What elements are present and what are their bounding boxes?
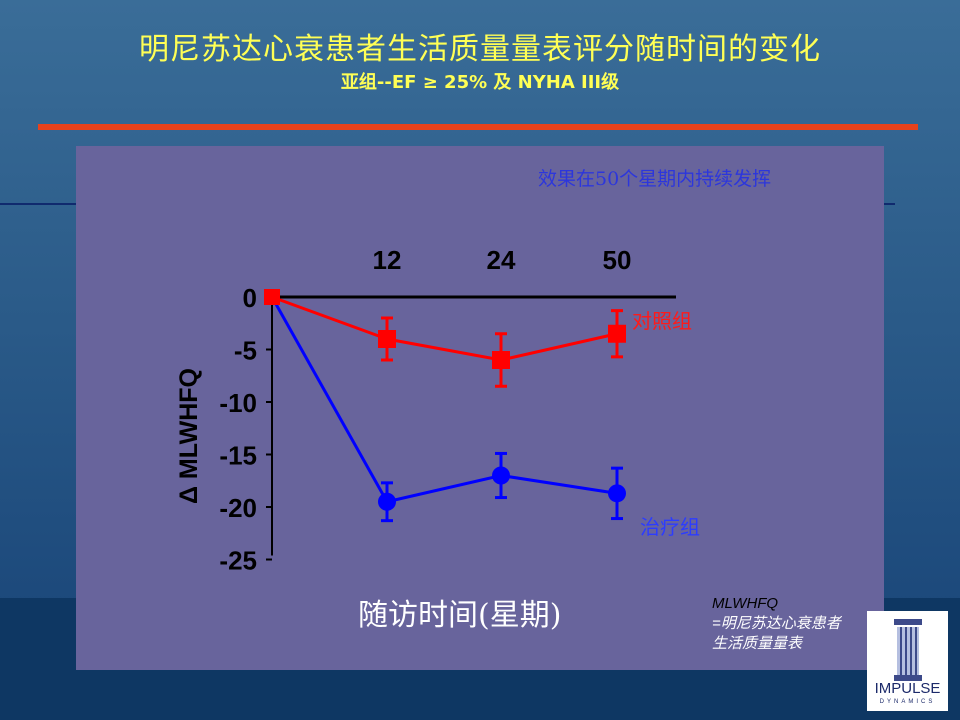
footnote: MLWHFQ =明尼苏达心衰患者 生活质量量表	[712, 594, 841, 654]
slide-subtitle: 亚组--EF ≥ 25% 及 NYHA III级	[340, 72, 620, 93]
pillar-icon	[894, 619, 922, 681]
data-point	[492, 351, 510, 369]
chart-annotation: 效果在50个星期内持续发挥	[538, 168, 772, 190]
y-tick-label: -20	[219, 493, 257, 523]
y-axis-label: Δ MLWHFQ	[175, 368, 203, 504]
series-line	[271, 295, 618, 362]
logo-subtitle: DYNAMICS	[879, 699, 936, 705]
slide-title: 明尼苏达心衰患者生活质量量表评分随时间的变化	[139, 32, 821, 67]
x-axis-label: 随访时间(星期)	[358, 598, 562, 633]
x-tick-label: 12	[373, 245, 402, 275]
footnote-line-3: 生活质量量表	[712, 635, 803, 652]
logo-name: IMPULSE	[874, 680, 941, 697]
y-tick-label: -15	[219, 441, 257, 471]
series-line	[270, 296, 618, 504]
y-tick-label: 0	[243, 283, 257, 313]
data-point	[608, 324, 626, 343]
y-tick-label: -5	[234, 336, 257, 366]
x-tick-label: 50	[603, 245, 632, 275]
series-label: 对照组	[632, 309, 692, 333]
data-point	[378, 492, 396, 511]
footnote-line-2: =明尼苏达心衰患者	[712, 615, 841, 632]
title-divider	[38, 124, 918, 130]
chart-axes: 0 -5 -10 -15 -20 -25 12 24 50	[219, 245, 676, 576]
chart-panel	[76, 146, 884, 670]
data-point	[264, 289, 280, 305]
data-point	[492, 466, 510, 485]
y-tick-label: -10	[219, 388, 257, 418]
data-point	[608, 484, 626, 503]
data-point	[378, 330, 396, 348]
footnote-line-1: MLWHFQ	[712, 595, 779, 612]
series-control: 对照组	[264, 289, 692, 388]
x-tick-label: 24	[487, 245, 516, 275]
series-treatment: 治疗组	[264, 289, 700, 539]
impulse-logo: IMPULSE DYNAMICS	[867, 611, 948, 711]
series-label: 治疗组	[640, 515, 700, 539]
y-tick-label: -25	[219, 546, 257, 576]
